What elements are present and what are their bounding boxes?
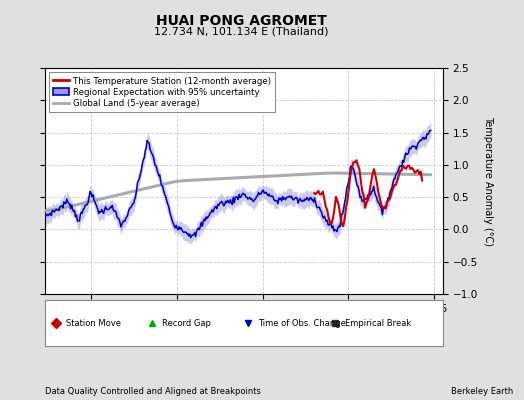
Text: Data Quality Controlled and Aligned at Breakpoints: Data Quality Controlled and Aligned at B… [45, 387, 260, 396]
Text: Station Move: Station Move [67, 318, 122, 328]
Legend: This Temperature Station (12-month average), Regional Expectation with 95% uncer: This Temperature Station (12-month avera… [49, 72, 275, 112]
Text: HUAI PONG AGROMET: HUAI PONG AGROMET [156, 14, 326, 28]
Text: Berkeley Earth: Berkeley Earth [451, 387, 514, 396]
Y-axis label: Temperature Anomaly (°C): Temperature Anomaly (°C) [483, 116, 493, 246]
Text: Record Gap: Record Gap [162, 318, 211, 328]
Text: 12.734 N, 101.134 E (Thailand): 12.734 N, 101.134 E (Thailand) [154, 26, 329, 36]
Text: Time of Obs. Change: Time of Obs. Change [258, 318, 345, 328]
Text: Empirical Break: Empirical Break [345, 318, 411, 328]
